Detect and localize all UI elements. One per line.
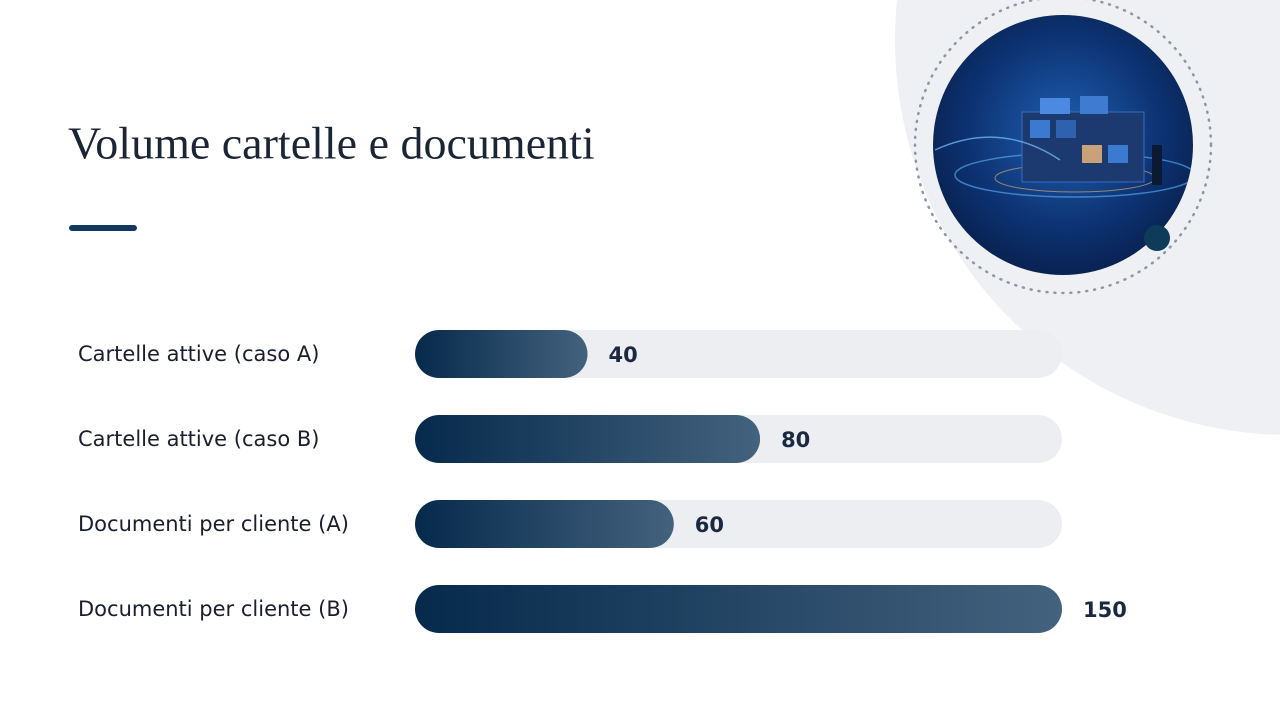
- value-label: 80: [781, 428, 810, 452]
- plot: Cartelle attive (caso A) 40 Cartelle attiv…: [78, 330, 1127, 633]
- dotted-ring: [913, 0, 1213, 295]
- accent-dot: [1144, 225, 1170, 251]
- bar: [415, 585, 1062, 633]
- chart-title: Volume cartelle e documenti: [68, 118, 595, 169]
- title-underline: [69, 225, 137, 231]
- value-label: 150: [1083, 598, 1127, 622]
- category-label: Cartelle attive (caso B): [78, 427, 319, 451]
- bar: [415, 500, 674, 548]
- category-label: Documenti per cliente (A): [78, 512, 349, 536]
- bar: [415, 330, 588, 378]
- category-label: Cartelle attive (caso A): [78, 342, 319, 366]
- value-label: 60: [695, 513, 724, 537]
- value-label: 40: [609, 343, 638, 367]
- bar: [415, 415, 761, 463]
- category-label: Documenti per cliente (B): [78, 597, 349, 621]
